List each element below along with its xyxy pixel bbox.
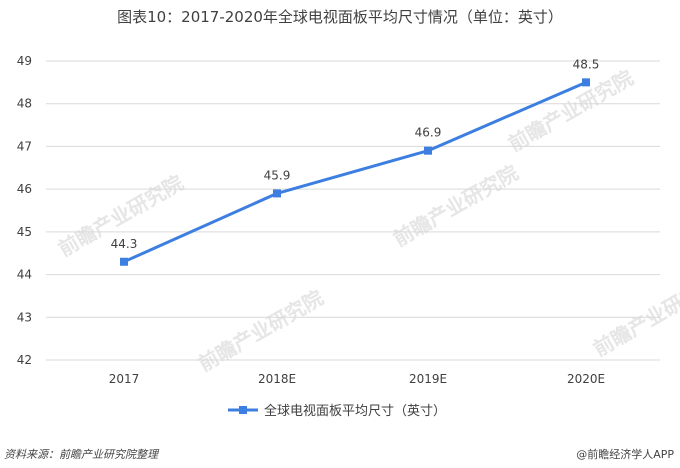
data-point: [273, 189, 281, 198]
y-tick-label: 44: [17, 268, 32, 282]
y-tick-label: 48: [17, 97, 32, 111]
x-tick-label: 2017: [109, 372, 140, 386]
chart-title: 图表10：2017-2020年全球电视面板平均尺寸情况（单位：英寸）: [117, 8, 563, 26]
y-tick-label: 43: [17, 310, 32, 324]
y-tick-label: 45: [17, 225, 32, 239]
data-label: 45.9: [264, 168, 291, 182]
x-axis-ticks: 2017 2018E 2019E 2020E: [109, 372, 605, 386]
legend-marker-swatch: [239, 406, 247, 414]
grid-lines: [46, 60, 660, 361]
y-tick-label: 46: [17, 182, 32, 196]
x-tick-label: 2020E: [567, 372, 605, 386]
y-axis-ticks: 42 43 44 45 46 47 48 49: [17, 54, 32, 367]
legend: 全球电视面板平均尺寸（英寸）: [228, 403, 446, 419]
brand-label: @前瞻经济学人APP: [576, 448, 674, 461]
legend-label: 全球电视面板平均尺寸（英寸）: [264, 403, 446, 419]
y-tick-label: 47: [17, 139, 32, 153]
x-tick-label: 2018E: [258, 372, 296, 386]
data-label: 48.5: [573, 57, 600, 71]
data-point: [120, 257, 128, 266]
source-note: 资料来源：前瞻产业研究院整理: [4, 448, 158, 461]
data-point: [424, 146, 432, 155]
x-tick-label: 2019E: [409, 372, 447, 386]
data-point: [582, 78, 590, 87]
data-label: 44.3: [111, 237, 138, 251]
data-label: 46.9: [415, 126, 442, 140]
y-tick-label: 49: [17, 54, 32, 68]
series-line: [123, 80, 587, 264]
series-layer: 44.3 45.9 46.9 48.5: [111, 57, 600, 266]
y-tick-label: 42: [17, 353, 32, 367]
